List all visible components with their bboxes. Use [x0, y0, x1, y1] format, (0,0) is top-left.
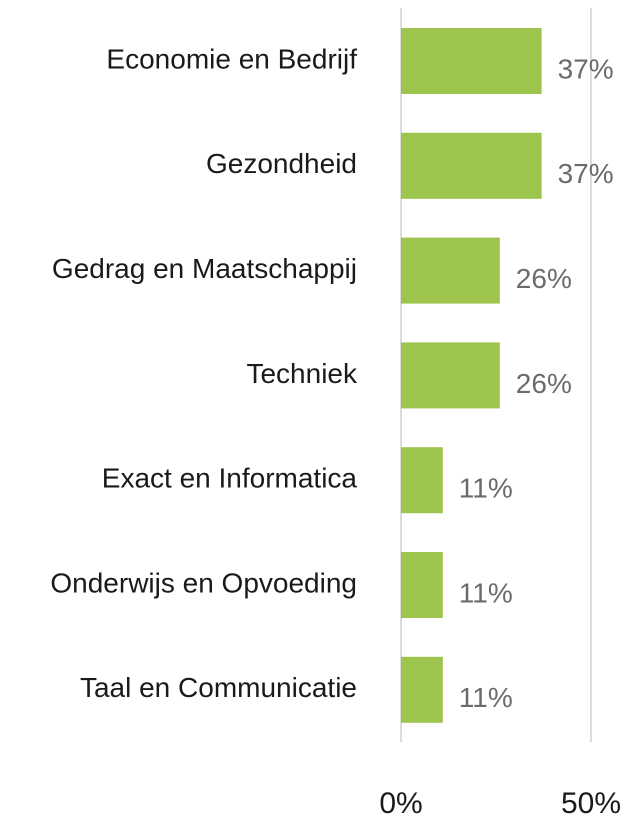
- value-label: 37%: [558, 158, 614, 189]
- bar: [401, 552, 443, 618]
- value-label: 11%: [459, 473, 513, 504]
- x-tick-label: 50%: [561, 787, 621, 820]
- category-label: Taal en Communicatie: [80, 672, 357, 703]
- value-label: 11%: [459, 577, 513, 608]
- x-tick-label: 0%: [379, 787, 422, 820]
- category-label: Gezondheid: [206, 148, 357, 179]
- bar: [401, 447, 443, 514]
- bar: [401, 132, 542, 199]
- value-label: 37%: [558, 53, 614, 84]
- bar: [401, 342, 500, 409]
- value-label: 26%: [516, 368, 572, 399]
- category-label: Exact en Informatica: [102, 463, 358, 494]
- category-label: Gedrag en Maatschappij: [52, 253, 357, 284]
- category-label: Economie en Bedrijf: [106, 43, 357, 74]
- bar: [401, 656, 443, 723]
- value-label: 26%: [516, 263, 572, 294]
- value-label: 11%: [459, 682, 513, 713]
- category-label: Techniek: [246, 358, 358, 389]
- bar: [401, 28, 542, 94]
- category-label: Onderwijs en Opvoeding: [50, 567, 357, 598]
- bar: [401, 237, 500, 304]
